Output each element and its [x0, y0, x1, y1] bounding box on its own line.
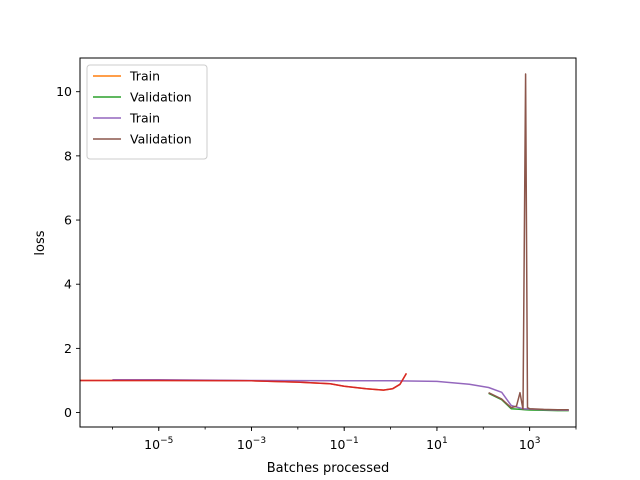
x-axis-label: Batches processed [267, 461, 389, 476]
series-line-2 [112, 379, 569, 412]
plot-area-frame [79, 57, 577, 428]
legend-label: Train [129, 111, 160, 126]
y-tick-label: 6 [64, 213, 72, 228]
y-axis-label: loss [33, 230, 48, 255]
legend-box [86, 64, 208, 160]
y-tick-label: 10 [56, 84, 72, 99]
x-tick-label: 103 [519, 436, 541, 452]
legend: Train Validation Train Validation [86, 64, 208, 160]
series-line-3 [488, 73, 569, 411]
legend-label: Validation [130, 90, 192, 105]
legend-label: Validation [130, 132, 192, 147]
series-line-4 [80, 373, 408, 391]
x-axis: 10−5 10−3 10−1 101 103 [112, 427, 577, 452]
x-tick-label: 101 [426, 436, 448, 452]
x-tick-label: 10−3 [237, 436, 266, 452]
legend-label: Train [129, 69, 160, 84]
series-layer [80, 73, 569, 412]
x-tick-label: 10−5 [144, 436, 173, 452]
y-axis: 0 2 4 6 8 10 [56, 84, 80, 420]
x-tick-label: 10−1 [330, 436, 359, 452]
y-tick-label: 2 [64, 341, 72, 356]
y-tick-label: 0 [64, 405, 72, 420]
y-tick-label: 8 [64, 148, 72, 163]
y-tick-label: 4 [64, 277, 72, 292]
